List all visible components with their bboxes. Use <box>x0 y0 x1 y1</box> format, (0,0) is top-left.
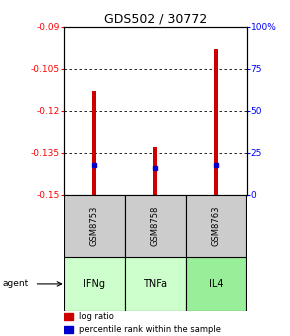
Bar <box>186 257 246 311</box>
Bar <box>64 195 125 257</box>
Bar <box>186 195 246 257</box>
Bar <box>64 327 73 333</box>
Bar <box>125 195 186 257</box>
Title: GDS502 / 30772: GDS502 / 30772 <box>104 13 207 26</box>
Bar <box>64 313 73 321</box>
Text: percentile rank within the sample: percentile rank within the sample <box>79 326 221 334</box>
Text: agent: agent <box>3 280 29 288</box>
Bar <box>153 147 157 195</box>
Bar <box>64 257 125 311</box>
Bar <box>92 91 96 195</box>
Text: TNFa: TNFa <box>143 279 167 289</box>
Text: GSM8763: GSM8763 <box>211 206 221 246</box>
Text: log ratio: log ratio <box>79 312 113 321</box>
Bar <box>214 49 218 195</box>
Text: GSM8753: GSM8753 <box>90 206 99 246</box>
Bar <box>125 257 186 311</box>
Text: IL4: IL4 <box>209 279 223 289</box>
Text: GSM8758: GSM8758 <box>151 206 160 246</box>
Text: IFNg: IFNg <box>83 279 105 289</box>
